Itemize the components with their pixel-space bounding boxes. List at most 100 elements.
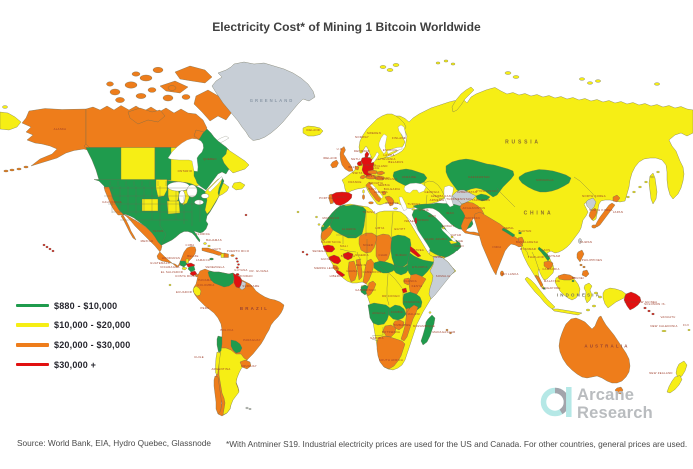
svg-text:PANAMA: PANAMA	[198, 278, 211, 282]
svg-text:SERBIA: SERBIA	[378, 183, 390, 187]
svg-text:JAPAN: JAPAN	[613, 210, 623, 214]
svg-text:CHILE: CHILE	[194, 355, 204, 359]
svg-text:ESTONIA: ESTONIA	[383, 148, 397, 152]
svg-text:CONGO: CONGO	[364, 288, 377, 292]
svg-text:GREECE: GREECE	[385, 201, 399, 205]
svg-text:AUSTRIA: AUSTRIA	[366, 174, 380, 178]
svg-text:YEMEN: YEMEN	[433, 255, 444, 259]
svg-text:BURKINA: BURKINA	[341, 254, 356, 258]
svg-text:TURKMENISTAN: TURKMENISTAN	[446, 197, 471, 201]
svg-text:OMAN: OMAN	[454, 244, 464, 248]
svg-text:UZBEKISTAN: UZBEKISTAN	[457, 190, 477, 194]
svg-text:BENIN: BENIN	[356, 263, 366, 267]
svg-text:IRAN: IRAN	[446, 211, 454, 215]
svg-text:TAJIKISTAN: TAJIKISTAN	[472, 198, 490, 202]
svg-text:LIBERIA: LIBERIA	[330, 274, 343, 278]
svg-text:NORTH KOREA: NORTH KOREA	[582, 194, 606, 198]
svg-text:SOUTH AFRICA: SOUTH AFRICA	[379, 358, 403, 362]
svg-text:TEXAS: TEXAS	[153, 229, 164, 233]
svg-text:QUEBEC: QUEBEC	[203, 157, 217, 161]
svg-text:EL SALVADOR: EL SALVADOR	[161, 270, 183, 274]
svg-text:IRAQ: IRAQ	[428, 214, 437, 218]
svg-text:GERMANY: GERMANY	[360, 163, 376, 167]
svg-text:ICELAND: ICELAND	[306, 128, 320, 132]
svg-text:LAOS: LAOS	[542, 248, 551, 252]
svg-text:NORWAY: NORWAY	[355, 135, 369, 139]
svg-text:MAURITANIA: MAURITANIA	[321, 240, 341, 244]
svg-text:MONGOLIA: MONGOLIA	[536, 178, 553, 182]
svg-text:JAMAICA: JAMAICA	[196, 258, 210, 262]
svg-text:SOMALIA: SOMALIA	[436, 274, 451, 278]
svg-text:COSTA RICA: COSTA RICA	[175, 274, 195, 278]
svg-text:KAZAKHSTAN: KAZAKHSTAN	[468, 175, 489, 179]
svg-text:LIBYA: LIBYA	[375, 226, 384, 230]
svg-text:FIJI: FIJI	[683, 323, 689, 327]
svg-text:ERITREA: ERITREA	[410, 248, 424, 252]
svg-text:CROATIA: CROATIA	[369, 181, 383, 185]
svg-text:VIETNAM: VIETNAM	[546, 254, 561, 258]
svg-text:DENMARK: DENMARK	[354, 149, 370, 153]
svg-text:TUNISIA: TUNISIA	[362, 210, 375, 214]
svg-text:ARMENIA: ARMENIA	[430, 198, 445, 202]
svg-text:NEPAL: NEPAL	[504, 226, 515, 230]
svg-text:SPAIN: SPAIN	[337, 195, 347, 199]
svg-text:ALBANIA: ALBANIA	[374, 190, 388, 194]
svg-text:ISRAEL: ISRAEL	[404, 219, 416, 223]
svg-text:FRANCE: FRANCE	[348, 180, 361, 184]
svg-text:MADAGASCAR: MADAGASCAR	[433, 330, 456, 334]
svg-text:BRAZIL: BRAZIL	[240, 306, 269, 311]
svg-text:QATAR: QATAR	[451, 233, 462, 237]
svg-text:TANZANIA: TANZANIA	[404, 300, 420, 304]
svg-text:HAITI: HAITI	[213, 247, 222, 251]
svg-text:KUWAIT: KUWAIT	[442, 224, 455, 228]
svg-text:UAE: UAE	[457, 239, 464, 243]
svg-text:MOROCCO: MOROCCO	[322, 216, 340, 220]
svg-text:KENYA: KENYA	[412, 284, 423, 288]
svg-text:BAHAMAS: BAHAMAS	[206, 238, 222, 242]
svg-text:LITHUANIA: LITHUANIA	[378, 157, 395, 161]
svg-text:CAMEROON: CAMEROON	[363, 270, 382, 274]
svg-text:ANGOLA: ANGOLA	[372, 311, 385, 315]
svg-text:POLAND: POLAND	[374, 164, 387, 168]
svg-text:CHAD: CHAD	[378, 253, 387, 257]
svg-text:DR CONGO: DR CONGO	[382, 294, 400, 298]
svg-text:UKRAINE: UKRAINE	[402, 175, 417, 179]
svg-text:CUBA: CUBA	[186, 243, 195, 247]
svg-text:NIGER: NIGER	[363, 243, 373, 247]
svg-text:GREENLAND: GREENLAND	[250, 98, 295, 103]
svg-text:TRINIDAD: TRINIDAD	[237, 274, 253, 278]
svg-text:SYRIA: SYRIA	[419, 208, 429, 212]
svg-text:ARGENTINA: ARGENTINA	[211, 367, 230, 371]
svg-text:BOTSWANA: BOTSWANA	[382, 330, 400, 334]
svg-text:ROMANIA: ROMANIA	[382, 177, 397, 181]
svg-text:FR. GUIANA: FR. GUIANA	[249, 269, 268, 273]
svg-text:BULGARIA: BULGARIA	[384, 187, 401, 191]
svg-text:FINLAND: FINLAND	[392, 136, 406, 140]
svg-text:VANUATU: VANUATU	[660, 315, 675, 319]
svg-text:RUSSIA: RUSSIA	[505, 140, 541, 146]
svg-text:INDONESIA: INDONESIA	[557, 293, 601, 298]
svg-text:NEW ZEALAND: NEW ZEALAND	[649, 371, 673, 375]
svg-text:ZAMBIA: ZAMBIA	[391, 310, 403, 314]
svg-text:BOLIVIA: BOLIVIA	[221, 328, 234, 332]
svg-text:SUDAN: SUDAN	[395, 253, 406, 257]
svg-text:SRI LANKA: SRI LANKA	[501, 272, 518, 276]
svg-text:MYANMAR: MYANMAR	[520, 247, 536, 251]
svg-text:NICARAGUA: NICARAGUA	[160, 265, 179, 269]
svg-text:PERU: PERU	[201, 306, 210, 310]
svg-text:BELIZE: BELIZE	[187, 254, 198, 258]
svg-text:JORDAN: JORDAN	[415, 218, 428, 222]
svg-text:BRUNEI: BRUNEI	[572, 276, 584, 280]
svg-text:KYRGYZSTAN: KYRGYZSTAN	[476, 189, 498, 193]
svg-text:GUINEA: GUINEA	[321, 257, 334, 261]
svg-text:IRELAND: IRELAND	[323, 156, 337, 160]
svg-text:MALAYSIA: MALAYSIA	[544, 279, 560, 283]
svg-text:SOLOMON IS.: SOLOMON IS.	[644, 302, 666, 306]
svg-text:SWITZ.: SWITZ.	[352, 171, 363, 175]
svg-text:FLORIDA: FLORIDA	[196, 232, 210, 236]
svg-text:PAPUA NEW GUINEA: PAPUA NEW GUINEA	[625, 300, 658, 304]
svg-text:VENEZUELA: VENEZUELA	[205, 265, 224, 269]
svg-text:PAKISTAN: PAKISTAN	[464, 216, 480, 220]
svg-text:LATVIA: LATVIA	[383, 153, 394, 157]
svg-text:TURKEY: TURKEY	[407, 202, 420, 206]
